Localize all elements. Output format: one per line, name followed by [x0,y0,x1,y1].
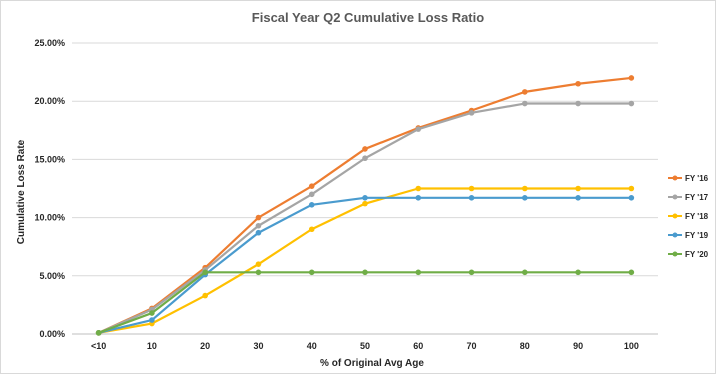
data-point [308,269,315,276]
legend-label: FY '17 [685,193,709,202]
data-point [468,110,475,116]
data-point [628,195,635,201]
legend-item: FY '18 [668,212,709,221]
y-axis-ticks: 0.00% 5.00% 10.00% 15.00% 20.00% 25.00% [34,38,65,339]
series-2 [95,185,635,336]
data-point [362,195,368,201]
legend-label: FY '20 [685,250,709,259]
data-point [149,317,155,323]
x-axis-title: % of Original Avg Age [320,358,424,369]
data-point [255,269,262,276]
x-tick-label: 10 [147,341,157,351]
data-point [255,261,262,267]
series-4 [95,269,635,336]
data-point [362,269,368,276]
data-point [522,195,528,201]
data-point [522,269,528,276]
data-point [628,75,635,81]
legend-item: FY '20 [668,250,709,259]
data-point [255,229,262,236]
x-tick-label: 30 [253,341,263,351]
legend-item: FY '19 [668,231,709,240]
x-tick-label: <10 [91,341,106,351]
legend: FY '16 FY '17 FY '18 FY '19 FY '20 [668,174,709,259]
data-point [575,100,581,107]
data-point [149,310,155,316]
data-point [308,226,315,233]
data-point [575,269,581,276]
x-axis-ticks: <10 10 20 30 40 50 60 70 80 90 100 [91,341,639,351]
legend-swatch-marker [672,213,678,219]
data-point [468,195,475,201]
data-point [255,222,262,229]
data-point [202,269,208,276]
data-point [415,195,422,201]
data-point [522,89,528,95]
legend-label: FY '18 [685,212,709,221]
data-point [95,330,102,336]
x-tick-label: 80 [520,341,530,351]
legend-label: FY '16 [685,174,709,183]
data-point [415,269,422,276]
y-tick-label: 20.00% [34,96,65,106]
x-tick-label: 20 [200,341,210,351]
data-point [415,126,422,132]
legend-swatch-marker [672,251,678,257]
x-tick-label: 100 [624,341,639,351]
y-tick-label: 25.00% [34,38,65,48]
data-point [628,100,635,107]
data-point [308,201,315,208]
data-point [255,214,262,221]
x-tick-label: 50 [360,341,370,351]
y-tick-label: 0.00% [39,329,65,339]
data-point [362,200,368,207]
gridlines [72,42,658,335]
data-point [468,269,475,276]
y-tick-label: 5.00% [39,271,65,281]
data-point [575,80,581,87]
series-lines [95,75,635,336]
data-point [468,185,475,192]
data-point [575,185,581,192]
legend-item: FY '16 [668,174,709,183]
y-tick-label: 15.00% [34,154,65,164]
legend-swatch-marker [672,175,678,181]
x-tick-label: 90 [573,341,583,351]
legend-swatch-marker [672,232,678,238]
y-axis-title: Cumulative Loss Rate [16,139,27,244]
data-point [308,183,315,189]
y-tick-label: 10.00% [34,213,65,223]
legend-item: FY '17 [668,193,709,202]
data-point [628,185,635,192]
data-point [522,100,528,107]
data-point [522,185,528,192]
x-tick-label: 40 [307,341,317,351]
legend-label: FY '19 [685,231,709,240]
data-point [308,191,315,198]
data-point [628,269,635,276]
data-point [362,146,368,152]
x-tick-label: 60 [413,341,423,351]
legend-swatch-marker [672,194,678,200]
data-point [415,185,422,192]
chart-title: Fiscal Year Q2 Cumulative Loss Ratio [252,10,484,25]
data-point [202,292,208,299]
data-point [362,155,368,162]
data-point [575,195,581,201]
x-tick-label: 70 [467,341,477,351]
